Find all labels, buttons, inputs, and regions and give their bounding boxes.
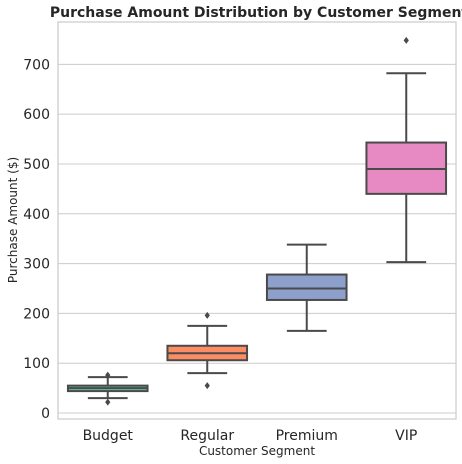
box-vip xyxy=(365,36,448,264)
x-tick-label: VIP xyxy=(395,428,417,444)
iqr-box xyxy=(265,273,348,301)
x-tick-label: Regular xyxy=(180,428,234,444)
boxes xyxy=(66,36,448,406)
outlier-point xyxy=(403,36,409,44)
box-premium xyxy=(265,243,348,332)
plot-frame xyxy=(57,21,457,420)
chart-title: Purchase Amount Distribution by Customer… xyxy=(50,5,462,21)
y-tick-label: 500 xyxy=(23,157,50,173)
x-tick-labels: Budget Regular Premium VIP xyxy=(83,428,418,444)
outlier-point xyxy=(204,382,210,390)
y-tick-label: 200 xyxy=(23,306,50,322)
outlier-point xyxy=(105,371,111,379)
grid-lines xyxy=(58,63,456,414)
x-axis-label: Customer Segment xyxy=(199,444,315,458)
y-tick-label: 400 xyxy=(23,207,50,223)
y-tick-labels: 0 100 200 300 400 500 600 700 xyxy=(23,57,50,422)
y-tick-label: 300 xyxy=(23,257,50,273)
y-tick-label: 0 xyxy=(41,406,50,422)
x-tick-label: Budget xyxy=(83,428,134,444)
y-tick-label: 700 xyxy=(23,57,50,73)
x-tick-label: Premium xyxy=(276,428,338,444)
y-tick-label: 600 xyxy=(23,107,50,123)
outlier-point xyxy=(204,311,210,319)
outlier-point xyxy=(105,398,111,406)
box-budget xyxy=(66,371,149,406)
box-regular xyxy=(166,311,249,390)
y-axis-label: Purchase Amount ($) xyxy=(6,157,20,283)
y-tick-label: 100 xyxy=(23,356,50,372)
